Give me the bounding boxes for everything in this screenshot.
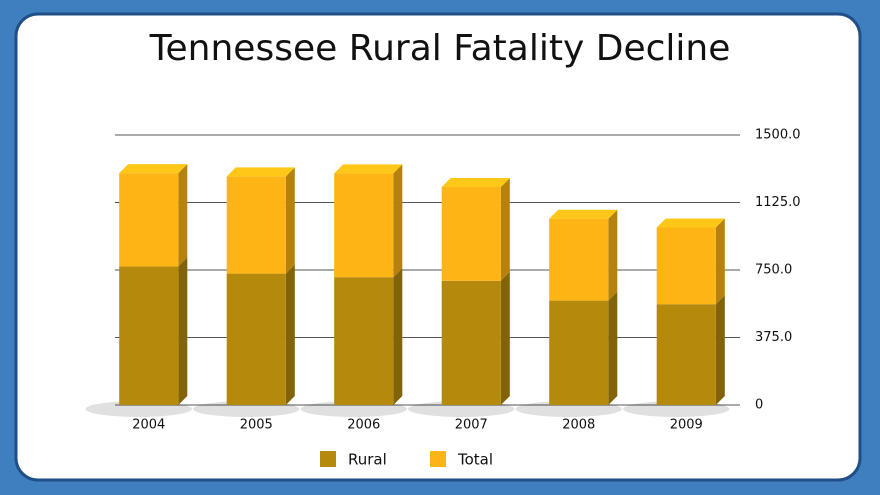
legend-swatch: [320, 451, 336, 467]
bar: [656, 304, 716, 405]
bar-side: [608, 291, 618, 405]
bar-top: [226, 167, 295, 177]
bar-side: [715, 218, 725, 305]
bar-side: [285, 264, 295, 405]
chart-title: Tennessee Rural Fatality Decline: [149, 28, 731, 69]
bar-top: [334, 164, 403, 174]
x-tick-label: 2008: [562, 418, 595, 433]
x-tick-label: 2005: [240, 418, 273, 433]
bar: [549, 300, 609, 405]
bar-side: [393, 164, 403, 278]
x-tick-label: 2009: [670, 418, 703, 433]
bar: [119, 266, 179, 405]
bar: [226, 273, 286, 405]
bar: [226, 176, 286, 274]
bar: [119, 173, 179, 267]
bar: [334, 173, 394, 278]
bar-side: [500, 178, 510, 281]
bar-side: [500, 271, 510, 405]
y-tick-label: 1500.0: [755, 128, 801, 143]
bar-side: [608, 209, 618, 301]
x-tick-label: 2007: [455, 418, 488, 433]
legend-swatch: [430, 451, 446, 467]
bar-top: [549, 209, 618, 219]
x-tick-label: 2006: [347, 418, 380, 433]
legend-label: Rural: [348, 451, 387, 469]
x-tick-label: 2004: [132, 418, 165, 433]
y-tick-label: 750.0: [755, 263, 792, 278]
bar: [334, 277, 394, 405]
y-tick-label: 0: [755, 398, 763, 413]
bar-side: [178, 257, 188, 405]
legend-label: Total: [457, 451, 493, 469]
bar-top: [441, 178, 510, 188]
bar: [656, 227, 716, 305]
bar-side: [393, 268, 403, 405]
bar-side: [285, 167, 295, 274]
bar-top: [119, 164, 188, 174]
bar-side: [178, 164, 188, 267]
bar-top: [656, 218, 725, 228]
bar: [549, 218, 609, 301]
bar: [441, 280, 501, 405]
bar-side: [715, 295, 725, 405]
bar: [441, 187, 501, 281]
y-tick-label: 375.0: [755, 330, 792, 345]
y-tick-label: 1125.0: [755, 195, 801, 210]
